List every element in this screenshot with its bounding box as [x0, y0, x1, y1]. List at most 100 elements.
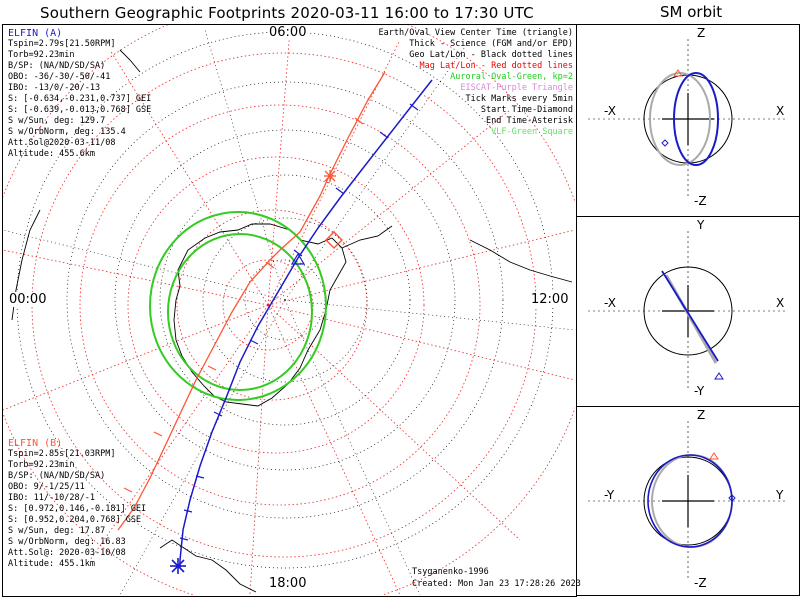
sm3-top-label: Z: [697, 408, 706, 422]
mag-lat-circle: [176, 209, 368, 401]
elfin-a-name: ELFIN (A): [8, 28, 63, 39]
tick-mark: [354, 117, 364, 125]
legend-entry: VLF-Green Square: [491, 127, 573, 137]
tick-mark: [179, 537, 189, 541]
elfin-b-track-line: [117, 71, 386, 531]
auroral-oval-outer: [149, 211, 327, 401]
mag-lon-line: [267, 304, 575, 381]
mag-lat-circle: [222, 259, 314, 351]
legend-entry: Mag Lat/Lon - Red dotted lines: [419, 61, 573, 71]
sm-plot-xy: [588, 231, 788, 391]
legend-entry: Tick Marks every 5min: [465, 94, 573, 104]
elfin-b-name: ELFIN (B): [8, 438, 63, 449]
elfin-a-orbit: [661, 270, 719, 362]
elfin-b-line: S: [0.952,0.204,0.768] GSE: [8, 515, 142, 525]
elfin-b-line: Att.Sol@: 2020-03-10/08: [8, 548, 126, 558]
sm3-right-label: Y: [776, 488, 784, 502]
antarctica-coast: [173, 223, 347, 407]
legend-entry: EISCAT-Purple Triangle: [460, 83, 573, 93]
mag-lon-line: [267, 304, 521, 541]
sm1-top-label: Z: [697, 26, 706, 40]
auroral-oval-inner: [167, 233, 313, 391]
elfin-a-track-line: [179, 79, 433, 568]
mag-lon-line: [267, 304, 401, 595]
mlt-label-right: 12:00: [530, 292, 570, 307]
mag-lon-line: [267, 229, 575, 306]
elfin-b-line: S w/Sun, deg: 17.87: [8, 526, 106, 536]
tick-mark: [153, 431, 163, 437]
tick-mark: [207, 365, 217, 371]
tick-mark: [183, 509, 193, 513]
map-frame: [2, 24, 577, 597]
elfin-b-line: S: [0.972,0.146,-0.181] GEI: [8, 504, 147, 514]
sm3-bottom-label: -Z: [694, 576, 707, 590]
model-credit: Tsyganenko-1996: [412, 567, 489, 577]
elfin-b-line: OBO: 9/-1/25/11: [8, 482, 85, 492]
elfin-b-line: Torb=92.23min: [8, 460, 75, 470]
mlt-label-bottom: 18:00: [268, 576, 308, 591]
tick-mark: [213, 411, 223, 417]
elfin-a-end-asterisk: [170, 558, 186, 574]
mag-lon-line: [3, 249, 269, 306]
elfin-a-info: ELFIN (A) Tspin=2.79s[21.50RPM] Torb=92.…: [8, 28, 151, 160]
nz-coast: [119, 49, 141, 73]
elfin-a-line: B/SP: (NA/ND/SD/SA): [8, 61, 106, 71]
elfin-a-line: S w/OrbNorm, deg: 135.4: [8, 127, 126, 137]
mlt-label-left: 00:00: [8, 292, 48, 307]
sm2-bottom-label: -Y: [694, 384, 705, 398]
page-title: Southern Geographic Footprints 2020-03-1…: [40, 4, 534, 22]
elfin-a-line: Altitude: 455.6km: [8, 149, 95, 159]
elfin-a-line: S: [-0.639,-0.013,0.768] GSE: [8, 105, 152, 115]
mag-lon-line: [249, 304, 269, 595]
legend-entry: Geo Lat/Lon - Black dotted lines: [409, 50, 573, 60]
tick-mark: [379, 131, 389, 139]
tick-mark: [335, 187, 345, 195]
tick-mark: [409, 103, 419, 111]
elfin-a-orbit: [673, 72, 719, 166]
elfin-a-line: S: [-0.634,-0.231,0.737] GEI: [8, 94, 152, 104]
south-america-coast: [159, 539, 257, 593]
sm1-right-label: X: [776, 104, 785, 118]
geo-lat-circle: [202, 217, 368, 383]
elfin-a-line: Torb=92.23min: [8, 50, 75, 60]
auroral-oval: [149, 211, 327, 401]
geo-lat-circle: [114, 129, 456, 471]
geo-lon-line: [119, 299, 286, 595]
elfin-a-line: Tspin=2.79s[21.50RPM]: [8, 39, 116, 49]
elfin-b-line: Tspin=2.85s[21.03RPM]: [8, 449, 116, 459]
mlt-label-top: 06:00: [268, 25, 308, 40]
elfin-a-ticks: [179, 103, 419, 541]
elfin-a-view-center-triangle: [290, 252, 306, 265]
legend-entry: End Time-Asterisk: [486, 116, 573, 126]
geo-lon-line: [3, 229, 286, 301]
elfin-a-line: IBO: -13/0/-20/-13: [8, 83, 101, 93]
elfin-b-line: IBO: 11/-10/28/-1: [8, 493, 95, 503]
mag-lat-circle: [79, 104, 481, 506]
sm-orbit-plots: [588, 39, 788, 581]
sm2-right-label: X: [776, 296, 785, 310]
sm1-left-label: -X: [604, 104, 616, 118]
elfin-b-end-asterisk: [324, 170, 336, 182]
tick-mark: [195, 475, 205, 479]
sm1-bottom-label: -Z: [694, 194, 707, 208]
elfin-b-line: B/SP: (NA/ND/SD/SA): [8, 471, 106, 481]
antarctic-peninsula: [341, 225, 393, 249]
elfin-b-ticks: [123, 117, 364, 493]
sm2-top-label: Y: [697, 218, 705, 232]
sm-orbit-title: SM orbit: [660, 3, 723, 21]
elfin-a-line: OBO: -36/-30/-50/-41: [8, 72, 111, 82]
sm2-left-label: -X: [604, 296, 616, 310]
legend-entry: Start Time-Diamond: [480, 105, 573, 115]
geo-lon-line: [204, 29, 286, 301]
created-timestamp: Created: Mon Jan 23 17:28:26 2023: [412, 579, 581, 589]
geo-lon-grid: [3, 29, 575, 595]
tick-mark: [265, 261, 275, 269]
tick-mark: [249, 339, 259, 345]
africa-coast: [469, 239, 573, 283]
elfin-a-line: Att.Sol@2020-03-11/08: [8, 138, 116, 148]
sm-plot-yz: [588, 421, 788, 581]
legend-entry: Earth/Oval View Center Time (triangle): [378, 28, 573, 38]
earth-circle: [643, 266, 733, 356]
sm3-left-label: -Y: [604, 488, 615, 502]
elfin-b-line: Altitude: 455.1km: [8, 559, 95, 569]
